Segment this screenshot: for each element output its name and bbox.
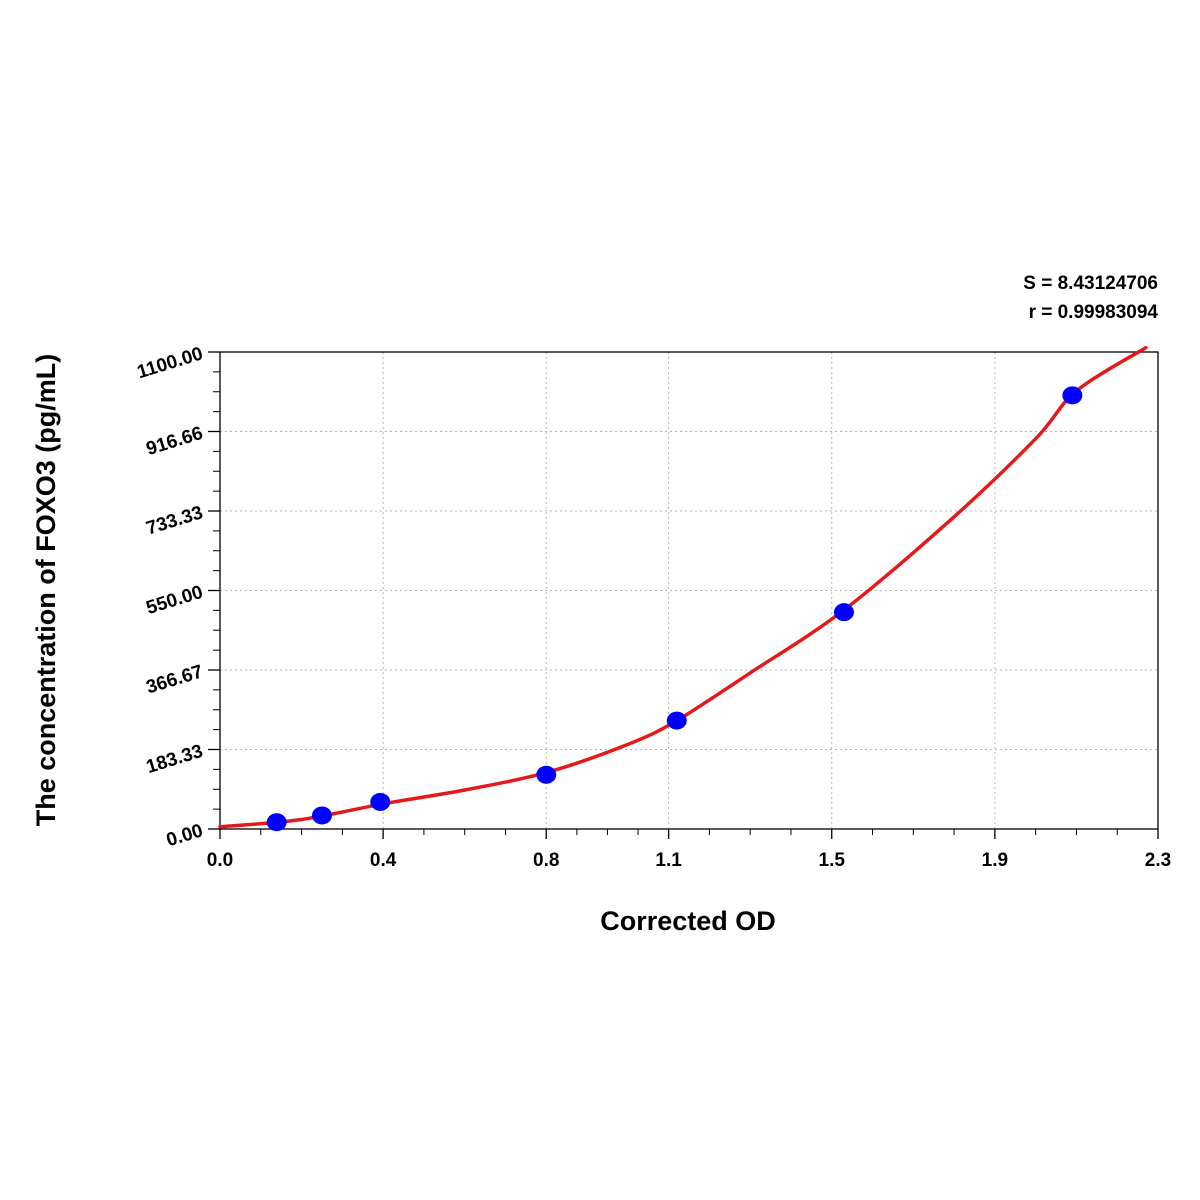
- x-tick-label: 1.5: [819, 850, 846, 871]
- axis-ticks: [208, 351, 1159, 839]
- data-point: [833, 603, 854, 622]
- data-point: [370, 792, 391, 811]
- stat-s-value: S = 8.43124706: [1023, 273, 1158, 294]
- x-tick-labels: 0.0 0.4 0.8 1.1 1.5 1.9 2.3: [207, 850, 1171, 871]
- data-point: [266, 813, 287, 832]
- x-tick-label: 0.4: [370, 850, 397, 871]
- data-points: [266, 386, 1083, 832]
- x-axis-title: Corrected OD: [600, 906, 776, 936]
- x-tick-label: 0.0: [207, 850, 233, 871]
- data-point: [666, 711, 687, 730]
- x-tick-label: 2.3: [1145, 850, 1171, 871]
- y-axis-title: The concentration of FOXO3 (pg/mL): [31, 354, 61, 827]
- stat-r-value: r = 0.99983094: [1029, 302, 1159, 323]
- data-point: [311, 806, 332, 825]
- data-point: [536, 765, 557, 784]
- x-tick-label: 1.9: [982, 850, 1008, 871]
- x-tick-label: 0.8: [533, 850, 559, 871]
- grid: [220, 352, 1158, 829]
- data-point: [1062, 386, 1083, 405]
- x-tick-label: 1.1: [655, 850, 682, 871]
